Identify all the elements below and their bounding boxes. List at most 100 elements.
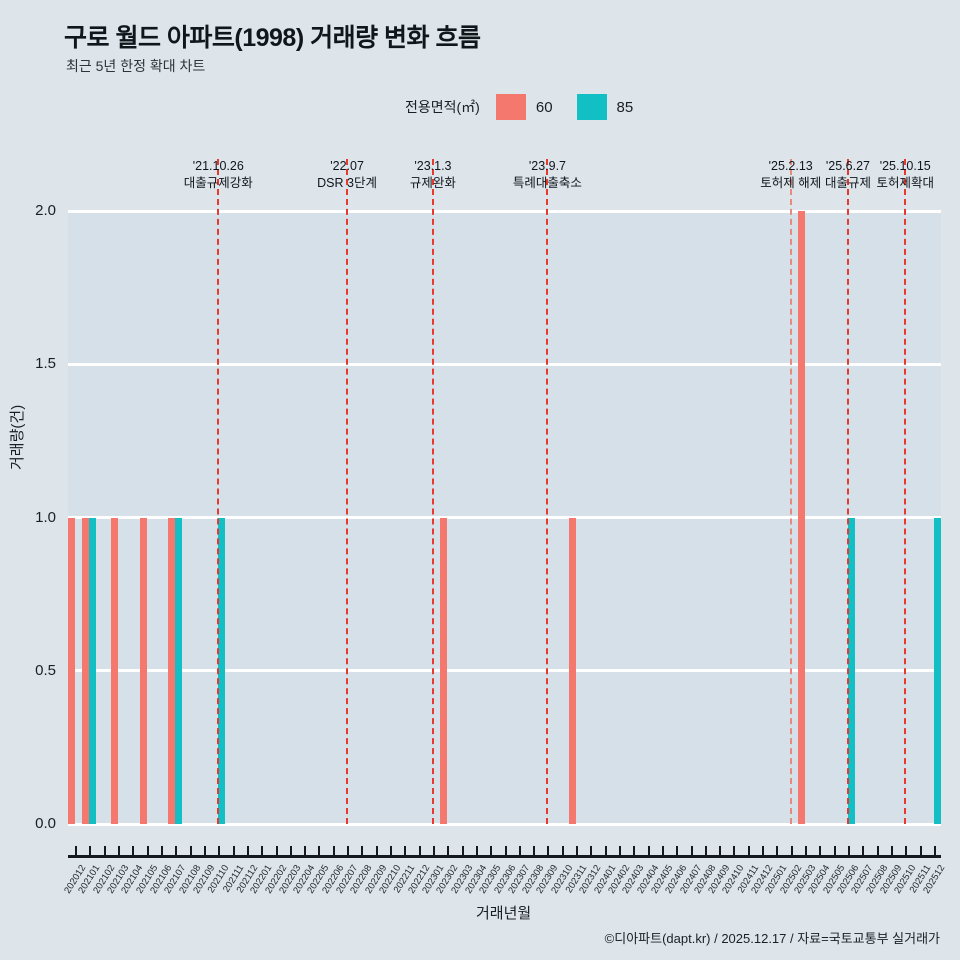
x-tick bbox=[905, 846, 908, 857]
event-annotation-202309: '23.9.7 특례대출축소 bbox=[513, 158, 582, 192]
bar-60-202107 bbox=[168, 517, 176, 824]
event-annotation-202301: '23.1.3 규제완화 bbox=[410, 158, 456, 192]
x-tick bbox=[461, 846, 464, 857]
bar-85-202107 bbox=[175, 517, 183, 824]
x-tick bbox=[676, 846, 679, 857]
bar-60-202311 bbox=[569, 517, 577, 824]
x-axis-title: 거래년월 bbox=[476, 905, 532, 922]
x-tick bbox=[518, 846, 521, 857]
x-tick bbox=[304, 846, 307, 857]
y-tick-label: 2.0 bbox=[35, 202, 56, 219]
x-tick bbox=[161, 846, 164, 857]
x-tick bbox=[418, 846, 421, 857]
x-tick bbox=[89, 846, 92, 857]
x-tick bbox=[561, 846, 564, 857]
gridline bbox=[68, 362, 941, 366]
event-date: '25.10.15 bbox=[879, 159, 931, 173]
x-tick bbox=[404, 846, 407, 857]
event-date: '22.07 bbox=[330, 159, 364, 173]
event-label: 특례대출축소 bbox=[512, 176, 582, 190]
x-tick bbox=[719, 846, 722, 857]
event-label: 토허제 해제 bbox=[760, 176, 822, 190]
x-tick bbox=[590, 846, 593, 857]
x-tick bbox=[132, 846, 135, 857]
bar-60-202302 bbox=[440, 517, 448, 824]
plot-area: 0.0 0.5 1.0 1.5 2.0 bbox=[35, 159, 941, 832]
event-label: 대출규제 bbox=[824, 176, 871, 190]
event-line-202110 bbox=[217, 159, 220, 824]
x-tick bbox=[289, 846, 292, 857]
x-tick bbox=[504, 846, 507, 857]
event-annotation-202510: '25.10.15 토허제확대 bbox=[876, 158, 934, 192]
x-tick bbox=[390, 846, 392, 857]
x-tick bbox=[533, 846, 536, 857]
bar-60-202105 bbox=[139, 517, 147, 824]
x-tick bbox=[747, 846, 750, 857]
x-axis: 202012 202101 202102 202103 202104 202105 2021… bbox=[62, 846, 947, 896]
x-tick bbox=[618, 846, 621, 857]
x-tick bbox=[203, 846, 206, 857]
chart-legend: 전용면적(㎡) 60 85 bbox=[405, 94, 647, 120]
x-tick bbox=[704, 846, 707, 857]
y-tick-label: 1.0 bbox=[35, 508, 56, 526]
y-tick-label: 1.5 bbox=[35, 355, 56, 373]
x-tick bbox=[347, 846, 350, 857]
x-tick bbox=[232, 846, 235, 857]
event-annotation-202207: '22.07 DSR 3단계 bbox=[317, 158, 377, 192]
bar-60-202012 bbox=[68, 517, 76, 824]
x-tick bbox=[776, 846, 779, 857]
gridline bbox=[68, 516, 941, 519]
event-line-202506 bbox=[846, 159, 849, 824]
x-tick bbox=[75, 846, 78, 857]
x-tick bbox=[189, 846, 192, 857]
y-tick-label: 0.0 bbox=[35, 815, 56, 832]
x-tick bbox=[361, 846, 364, 857]
x-tick bbox=[218, 846, 221, 857]
legend-swatch-85 bbox=[576, 94, 607, 120]
x-tick bbox=[862, 846, 865, 857]
page-title: 구로 월드 아파트(1998) 거래량 변화 흐름 bbox=[64, 24, 481, 52]
x-tick bbox=[762, 846, 765, 857]
x-tick bbox=[890, 846, 893, 857]
footer-credit: ©디아파트(dapt.kr) / 2025.12.17 / 자료=국토교통부 실… bbox=[604, 931, 940, 946]
x-tick bbox=[847, 846, 850, 857]
x-tick bbox=[375, 846, 378, 857]
x-tick bbox=[576, 846, 579, 857]
event-line-202309 bbox=[546, 159, 549, 824]
x-tick bbox=[933, 846, 936, 857]
y-axis-title: 거래량(건) bbox=[9, 404, 26, 470]
event-date: '23.9.7 bbox=[528, 159, 566, 173]
x-tick bbox=[805, 846, 808, 857]
bar-85-202110 bbox=[218, 517, 226, 824]
x-tick bbox=[547, 846, 550, 857]
x-tick bbox=[690, 846, 693, 857]
event-label: 토허제확대 bbox=[876, 176, 934, 190]
x-tick bbox=[647, 846, 650, 857]
event-line-202502 bbox=[789, 159, 792, 824]
x-tick bbox=[604, 846, 607, 857]
event-line-202301 bbox=[431, 159, 434, 824]
event-date: '25.2.13 bbox=[768, 159, 813, 173]
event-line-202207 bbox=[346, 159, 349, 824]
x-tick bbox=[246, 846, 249, 857]
x-tick bbox=[447, 846, 450, 857]
event-date: '25.6.27 bbox=[825, 159, 871, 173]
x-tick bbox=[919, 846, 922, 857]
event-label: DSR 3단계 bbox=[317, 176, 377, 190]
chart-subtitle: 최근 5년 한정 확대 차트 bbox=[66, 58, 206, 74]
gridline bbox=[68, 822, 941, 826]
legend-title: 전용면적(㎡) bbox=[405, 99, 480, 115]
x-tick bbox=[146, 846, 149, 857]
x-tick bbox=[103, 846, 106, 857]
event-annotation-202110: '21.10.26 대출규제강화 bbox=[184, 158, 253, 192]
gridline bbox=[68, 209, 941, 213]
x-tick bbox=[332, 846, 335, 857]
y-tick-label: 0.5 bbox=[35, 661, 56, 679]
legend-label-60: 60 bbox=[535, 98, 553, 116]
legend-swatch-60 bbox=[495, 94, 526, 120]
bar-85-202512 bbox=[933, 517, 941, 824]
x-tick bbox=[118, 846, 121, 857]
x-tick bbox=[733, 846, 736, 857]
event-label: 규제완화 bbox=[409, 176, 456, 190]
bar-85-202506 bbox=[847, 517, 855, 824]
